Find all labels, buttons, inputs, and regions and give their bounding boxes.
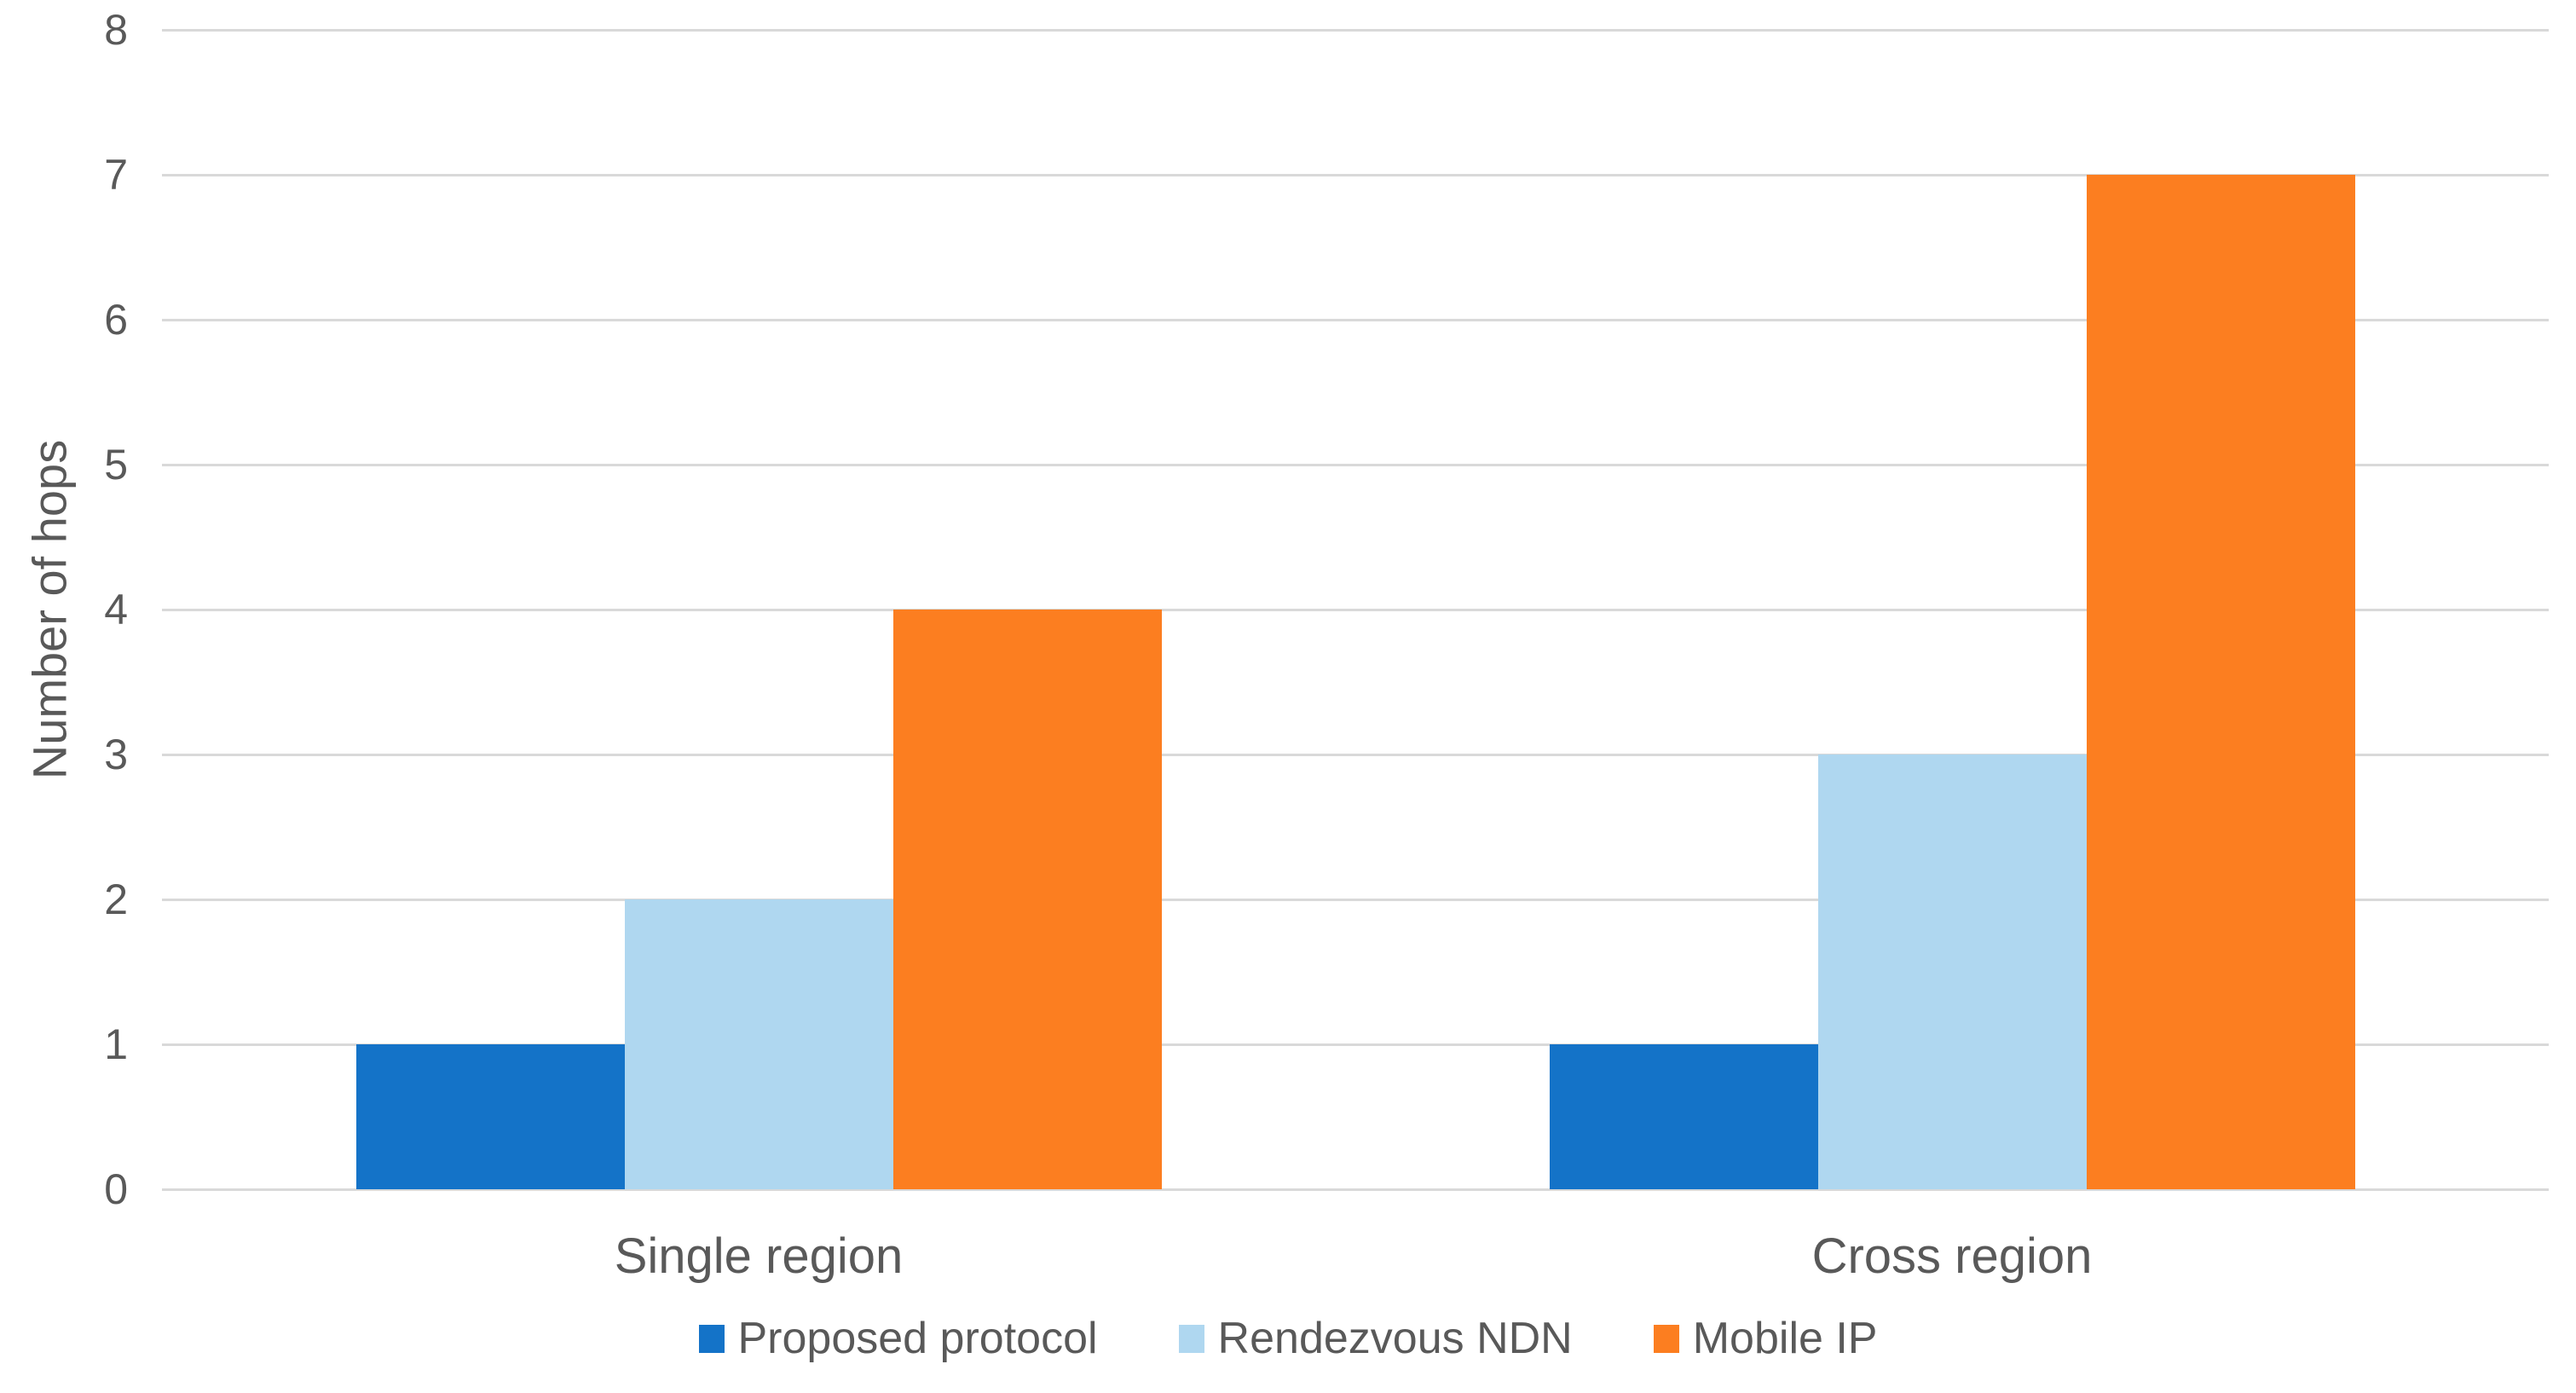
gridline-y-6 xyxy=(162,318,2549,321)
y-tick-label-4: 4 xyxy=(104,586,128,633)
bar-cross-region-proposed-protocol xyxy=(1549,1044,1818,1189)
y-tick-label-1: 1 xyxy=(104,1020,128,1068)
y-tick-label-6: 6 xyxy=(104,296,128,344)
bar-single-region-proposed-protocol xyxy=(355,1044,625,1189)
y-tick-label-2: 2 xyxy=(104,876,128,923)
gridline-y-4 xyxy=(162,608,2549,611)
y-tick-label-7: 7 xyxy=(104,151,128,199)
y-tick-label-3: 3 xyxy=(104,731,128,778)
x-category-label-cross-region: Cross region xyxy=(1811,1228,2093,1284)
y-tick-label-0: 0 xyxy=(104,1165,128,1213)
gridline-y-3 xyxy=(162,753,2549,756)
legend-item-rendezvous-ndn: Rendezvous NDN xyxy=(1178,1313,1573,1364)
plot-area xyxy=(162,28,2549,1191)
legend-swatch-icon xyxy=(698,1324,725,1353)
chart-legend: Proposed protocol Rendezvous NDN Mobile IP xyxy=(0,1313,2576,1364)
legend-label: Mobile IP xyxy=(1692,1314,1878,1363)
legend-swatch-icon xyxy=(1178,1324,1204,1353)
bar-cross-region-rendezvous-ndn xyxy=(1817,754,2087,1189)
bar-cross-region-mobile-ip xyxy=(2086,175,2355,1189)
y-tick-label-8: 8 xyxy=(104,6,128,54)
legend-item-proposed-protocol: Proposed protocol xyxy=(698,1313,1098,1364)
gridline-y-7 xyxy=(162,173,2549,176)
gridline-y-2 xyxy=(162,898,2549,901)
legend-swatch-icon xyxy=(1653,1324,1679,1353)
gridline-y-1 xyxy=(162,1043,2549,1046)
gridline-y-5 xyxy=(162,463,2549,466)
legend-label: Proposed protocol xyxy=(737,1314,1098,1363)
bar-single-region-mobile-ip xyxy=(892,610,1162,1189)
y-tick-label-5: 5 xyxy=(104,441,128,488)
legend-label: Rendezvous NDN xyxy=(1217,1314,1573,1363)
gridline-y-8 xyxy=(162,28,2549,32)
legend-item-mobile-ip: Mobile IP xyxy=(1653,1313,1878,1364)
x-category-label-single-region: Single region xyxy=(614,1228,904,1284)
gridline-y-0 xyxy=(162,1188,2549,1191)
bar-single-region-rendezvous-ndn xyxy=(624,899,893,1189)
